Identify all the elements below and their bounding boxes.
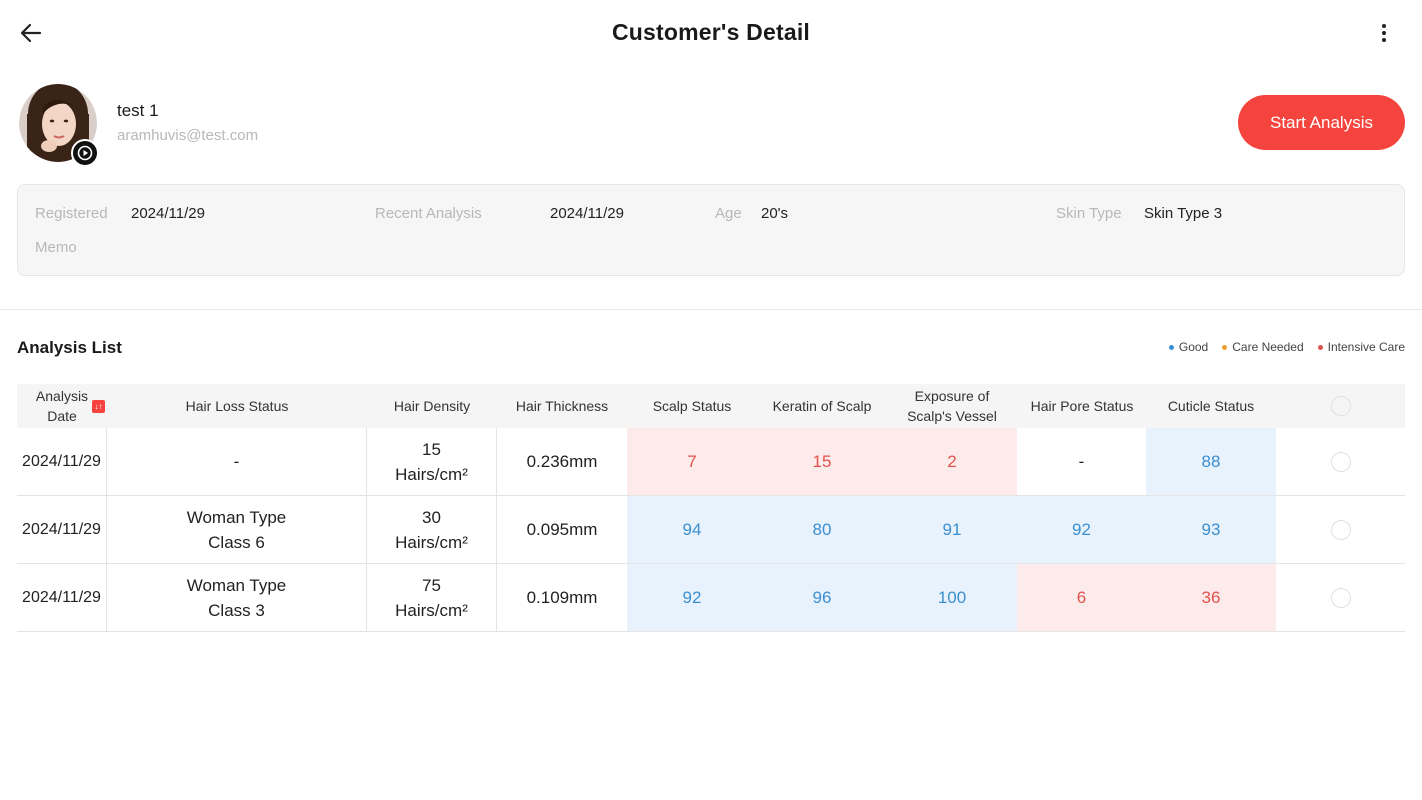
legend-dot-intensive-care xyxy=(1317,344,1323,350)
col-analysis-date[interactable]: Analysis Date xyxy=(35,388,89,424)
col-hair-loss: Hair Loss Status xyxy=(185,398,289,414)
skin-type-value: Skin Type 3 xyxy=(1144,205,1223,222)
avatar[interactable] xyxy=(19,84,99,167)
col-hair-thickness: Hair Thickness xyxy=(515,398,609,414)
cell-vessel: 100 xyxy=(887,564,1017,631)
col-select-all xyxy=(1276,384,1405,428)
col-vessel: Exposure of Scalp's Vessel xyxy=(907,388,997,424)
start-analysis-button[interactable]: Start Analysis xyxy=(1238,95,1405,150)
top-bar: Customer's Detail xyxy=(0,0,1422,66)
customer-email: aramhuvis@test.com xyxy=(117,127,259,144)
col-scalp-status: Scalp Status xyxy=(652,398,732,414)
registered-value: 2024/11/29 xyxy=(131,205,205,222)
col-cuticle: Cuticle Status xyxy=(1167,398,1255,414)
cell-scalp: 92 xyxy=(627,564,757,631)
cell-hair-loss: Woman Type Class 3 xyxy=(107,564,367,631)
cell-keratin: 80 xyxy=(757,496,887,563)
back-button[interactable] xyxy=(14,18,48,48)
table-row[interactable]: 2024/11/29 - 15 Hairs/cm² 0.236mm 7 15 2… xyxy=(17,428,1405,496)
cell-density: 15 Hairs/cm² xyxy=(367,428,497,495)
cell-date: 2024/11/29 xyxy=(17,428,107,495)
cell-date: 2024/11/29 xyxy=(17,564,107,631)
cell-cuticle: 93 xyxy=(1146,496,1276,563)
memo-label: Memo xyxy=(35,239,77,256)
cell-date: 2024/11/29 xyxy=(17,496,107,563)
analysis-list-title: Analysis List xyxy=(17,338,122,357)
legend-dot-care-needed xyxy=(1222,344,1228,350)
table-header: Analysis Date ↓↑ Hair Loss Status Hair D… xyxy=(17,384,1405,428)
sort-icon[interactable]: ↓↑ xyxy=(92,400,105,413)
cell-vessel: 2 xyxy=(887,428,1017,495)
col-hair-pore: Hair Pore Status xyxy=(1030,398,1134,414)
section-divider xyxy=(0,309,1422,310)
legend-care-needed: Care Needed xyxy=(1222,340,1304,354)
registered-label: Registered xyxy=(35,205,108,222)
customer-photo xyxy=(19,84,97,162)
cell-pore: - xyxy=(1078,452,1085,471)
cell-vessel: 91 xyxy=(887,496,1017,563)
age-value: 20's xyxy=(761,205,789,222)
legend-dot-good xyxy=(1168,344,1174,350)
status-legend: Good Care Needed Intensive Care xyxy=(1168,340,1405,354)
cell-hair-loss: Woman Type Class 6 xyxy=(107,496,367,563)
table-row[interactable]: 2024/11/29 Woman Type Class 3 75 Hairs/c… xyxy=(17,564,1405,632)
row-select-radio[interactable] xyxy=(1330,519,1351,540)
legend-intensive-care: Intensive Care xyxy=(1317,340,1405,354)
customer-name: test 1 xyxy=(117,101,159,120)
recent-analysis-value: 2024/11/29 xyxy=(550,205,624,222)
page-title: Customer's Detail xyxy=(611,19,811,45)
cell-density: 30 Hairs/cm² xyxy=(367,496,497,563)
cell-select xyxy=(1276,428,1405,495)
more-vertical-icon xyxy=(1382,24,1386,28)
more-options-button[interactable] xyxy=(1376,18,1392,48)
cell-select xyxy=(1276,496,1405,563)
col-hair-density: Hair Density xyxy=(393,398,471,414)
customer-info-card: Registered 2024/11/29 Recent Analysis 20… xyxy=(17,184,1405,276)
age-label: Age xyxy=(715,205,742,222)
cell-keratin: 96 xyxy=(757,564,887,631)
cell-scalp: 7 xyxy=(627,428,757,495)
cell-select xyxy=(1276,564,1405,631)
col-keratin: Keratin of Scalp xyxy=(772,398,872,414)
play-circle-icon[interactable] xyxy=(71,139,99,167)
legend-good: Good xyxy=(1168,340,1208,354)
cell-cuticle: 88 xyxy=(1146,428,1276,495)
cell-thickness: 0.095mm xyxy=(526,520,598,539)
cell-pore: 6 xyxy=(1017,564,1146,631)
recent-analysis-label: Recent Analysis xyxy=(375,205,482,222)
row-select-radio[interactable] xyxy=(1330,587,1351,608)
table-row[interactable]: 2024/11/29 Woman Type Class 6 30 Hairs/c… xyxy=(17,496,1405,564)
arrow-left-icon xyxy=(20,23,42,43)
cell-cuticle: 36 xyxy=(1146,564,1276,631)
cell-keratin: 15 xyxy=(757,428,887,495)
row-select-radio[interactable] xyxy=(1330,451,1351,472)
cell-pore: 92 xyxy=(1017,496,1146,563)
cell-thickness: 0.109mm xyxy=(526,588,598,607)
cell-thickness: 0.236mm xyxy=(526,452,598,471)
cell-hair-loss: - xyxy=(107,428,367,495)
select-all-radio[interactable] xyxy=(1330,396,1351,416)
cell-density: 75 Hairs/cm² xyxy=(367,564,497,631)
cell-scalp: 94 xyxy=(627,496,757,563)
skin-type-label: Skin Type xyxy=(1056,205,1122,222)
